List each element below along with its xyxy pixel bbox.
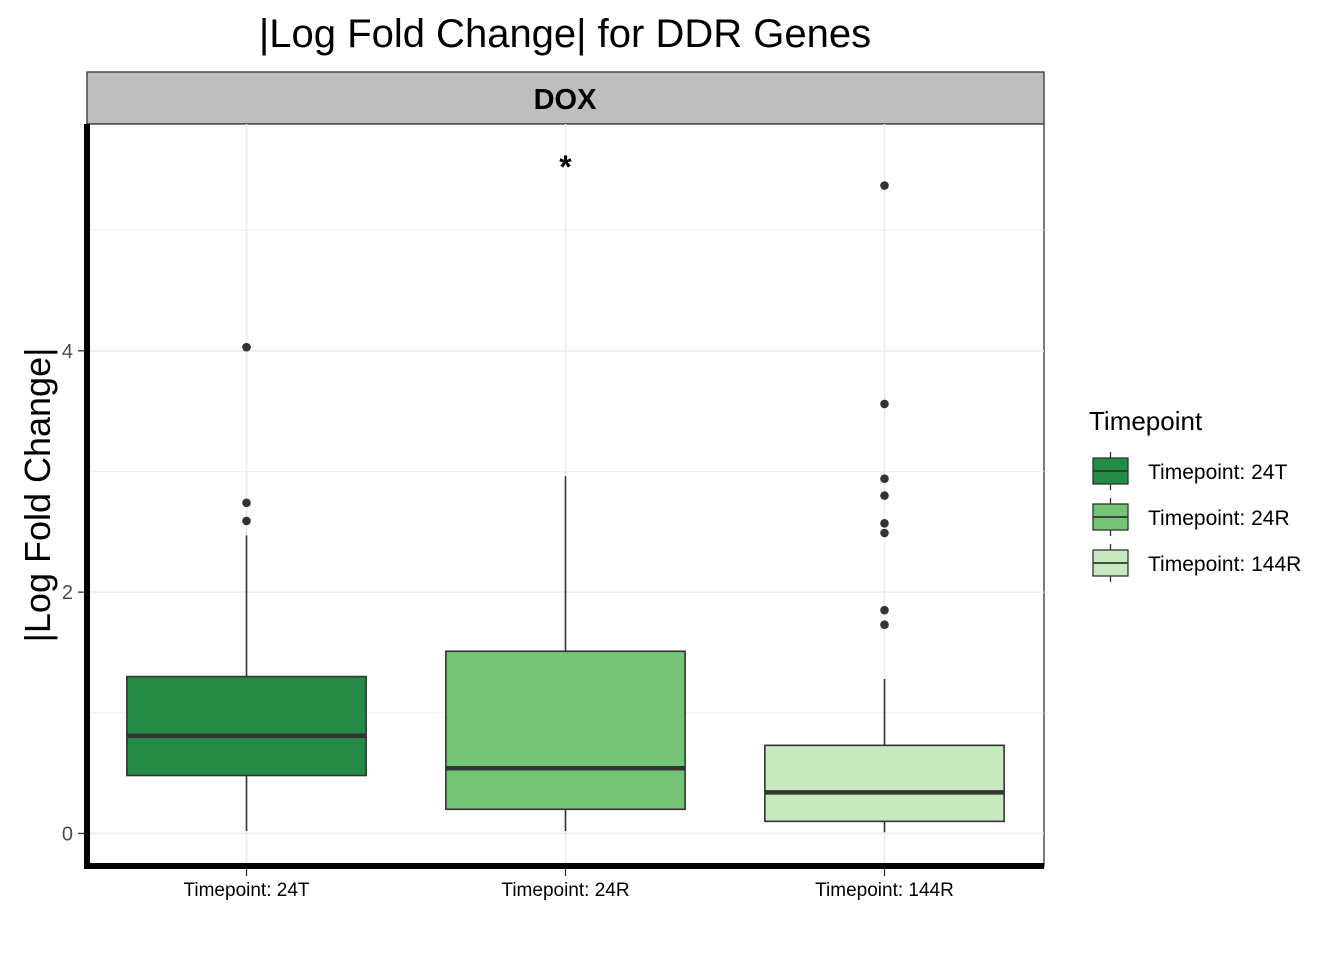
box (445, 650, 686, 811)
boxes: * (126, 149, 1005, 833)
y-tick-label: 2 (62, 582, 73, 604)
facet-strip (86, 71, 1045, 125)
significance-annotation: * (559, 149, 572, 185)
box (126, 675, 367, 777)
outlier-point (880, 181, 889, 190)
outlier-point (880, 528, 889, 538)
legend-label: Timepoint: 24T (1148, 461, 1287, 484)
outlier-point (880, 605, 889, 615)
facet-label: DOX (534, 84, 598, 116)
outlier-point (880, 491, 889, 500)
x-tick-label: Timepoint: 24R (501, 880, 629, 901)
outlier-point (242, 498, 251, 508)
chart-title: |Log Fold Change| for DDR Genes (259, 12, 871, 56)
legend-label: Timepoint: 24R (1148, 507, 1290, 530)
x-tick-label: Timepoint: 144R (815, 880, 954, 901)
x-tick-label: Timepoint: 24T (183, 880, 309, 901)
y-axis-label: |Log Fold Change| (17, 348, 58, 643)
x-axis-ticks: Timepoint: 24T Timepoint: 24R Timepoint: 1… (183, 868, 954, 901)
box (764, 744, 1005, 823)
legend-label: Timepoint: 144R (1148, 553, 1301, 576)
outlier-point (880, 519, 889, 528)
outlier-point (880, 620, 889, 629)
outlier-point (880, 474, 889, 484)
outlier-point (242, 516, 251, 526)
y-tick-label: 4 (62, 341, 73, 363)
legend: Timepoint Timepoint: 24T Timepoint: 24R Ti… (1089, 406, 1301, 582)
outlier-point (880, 399, 889, 409)
legend-title: Timepoint (1089, 406, 1203, 436)
y-tick-label: 0 (62, 823, 73, 845)
outlier-point (242, 342, 251, 352)
y-axis-ticks: 0 2 4 (62, 341, 84, 845)
